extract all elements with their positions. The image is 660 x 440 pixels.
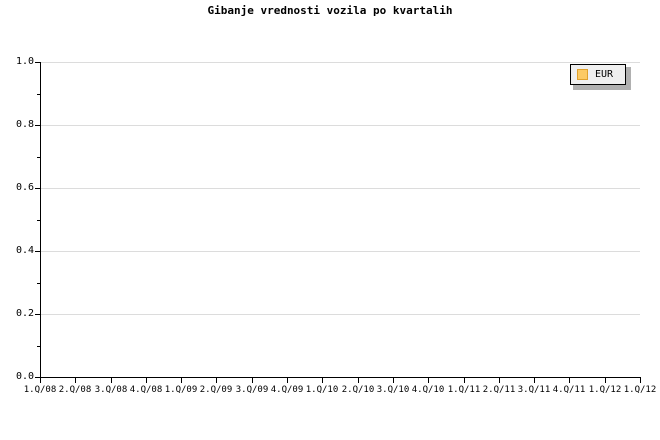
x-tick — [428, 378, 429, 383]
y-tick-minor — [37, 283, 40, 284]
x-tick — [181, 378, 182, 383]
x-tick-label: 2.Q/11 — [482, 385, 516, 395]
x-tick — [605, 378, 606, 383]
gridline — [40, 62, 640, 63]
y-tick-label: 0.0 — [15, 371, 34, 382]
gridline — [40, 125, 640, 126]
x-tick-label: 1.Q/12 — [623, 385, 657, 395]
x-tick — [464, 378, 465, 383]
y-tick-major — [35, 251, 40, 252]
x-tick — [393, 378, 394, 383]
x-tick — [322, 378, 323, 383]
plot-area — [35, 62, 640, 378]
y-tick-minor — [37, 157, 40, 158]
x-axis-ticks — [40, 378, 641, 384]
x-tick-label: 1.Q/11 — [447, 385, 481, 395]
x-tick-label: 2.Q/10 — [341, 385, 375, 395]
chart-title: Gibanje vrednosti vozila po kvartalih — [207, 4, 453, 17]
x-tick — [252, 378, 253, 383]
x-tick-label: 3.Q/11 — [517, 385, 551, 395]
x-tick-label: 4.Q/09 — [270, 385, 304, 395]
y-tick-label: 1.0 — [15, 56, 34, 67]
x-tick-label: 2.Q/09 — [199, 385, 233, 395]
y-tick-minor — [37, 94, 40, 95]
x-tick — [216, 378, 217, 383]
y-tick-major — [35, 188, 40, 189]
x-axis-line — [40, 377, 641, 378]
legend-box[interactable]: EUR — [570, 64, 626, 85]
legend-label-eur: EUR — [595, 68, 614, 80]
x-tick-label: 1.Q/09 — [164, 385, 198, 395]
x-tick-label: 4.Q/08 — [129, 385, 163, 395]
x-tick — [287, 378, 288, 383]
y-tick-major — [35, 314, 40, 315]
y-tick-minor — [37, 220, 40, 221]
x-tick-label: 2.Q/08 — [58, 385, 92, 395]
x-tick-label: 4.Q/10 — [411, 385, 445, 395]
x-tick — [358, 378, 359, 383]
x-tick-label: 1.Q/08 — [23, 385, 57, 395]
x-tick — [640, 378, 641, 383]
y-tick-label: 0.6 — [15, 182, 34, 193]
y-tick-label: 0.4 — [15, 245, 34, 256]
y-tick-major — [35, 377, 40, 378]
x-tick-label: 3.Q/10 — [376, 385, 410, 395]
x-tick — [146, 378, 147, 383]
y-tick-label: 0.2 — [15, 308, 34, 319]
x-tick-label: 1.Q/12 — [588, 385, 622, 395]
x-axis-labels: 1.Q/08 2.Q/08 3.Q/08 4.Q/08 1.Q/09 2.Q/09 3.Q/… — [0, 385, 660, 399]
gridline — [40, 251, 640, 252]
x-tick-label: 4.Q/11 — [552, 385, 586, 395]
x-tick — [569, 378, 570, 383]
y-tick-major — [35, 62, 40, 63]
y-tick-label: 0.8 — [15, 119, 34, 130]
x-tick — [75, 378, 76, 383]
gridline — [40, 188, 640, 189]
x-tick — [111, 378, 112, 383]
legend-swatch-eur — [577, 69, 588, 80]
y-tick-minor — [37, 346, 40, 347]
x-tick — [534, 378, 535, 383]
x-tick-label: 3.Q/09 — [235, 385, 269, 395]
x-tick-label: 3.Q/08 — [94, 385, 128, 395]
y-tick-major — [35, 125, 40, 126]
gridline — [40, 314, 640, 315]
x-tick — [499, 378, 500, 383]
y-axis-line — [40, 62, 41, 378]
x-tick — [40, 378, 41, 383]
series-layer-eur — [40, 62, 640, 377]
y-axis-labels: 0.0 0.2 0.4 0.6 0.8 1.0 — [0, 57, 34, 382]
x-tick-label: 1.Q/10 — [305, 385, 339, 395]
